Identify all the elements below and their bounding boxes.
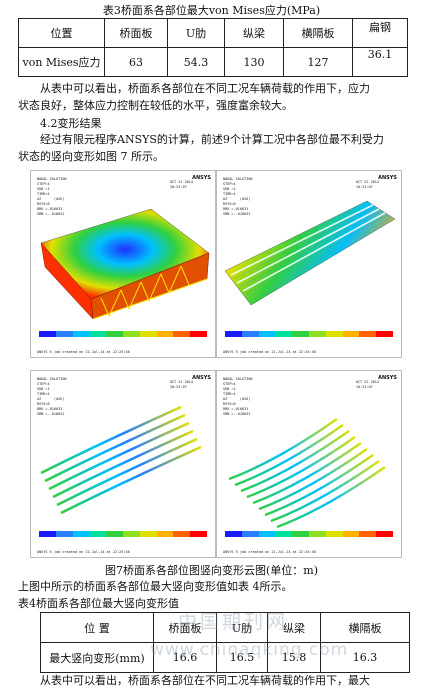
table3-value-stringer: 130 xyxy=(224,47,284,77)
figure-4-brand: ANSYS xyxy=(378,375,397,381)
table3-header-diaphragm: 横隔板 xyxy=(283,18,353,48)
figure-4-date: OCT 22 2014 10:23:07 xyxy=(355,380,379,389)
table4-value-stringer: 15.8 xyxy=(267,642,321,673)
table3-value-u-rib: 54.3 xyxy=(167,47,225,77)
figure-3-brand: ANSYS xyxy=(192,375,211,381)
figure-1-meta: NODAL SOLUTION STEP=4 SUB =1 TIME=4 UZ (… xyxy=(37,177,67,216)
table4-row-label: 最大竖向变形(mm) xyxy=(40,642,154,673)
figure-2-footer: ANSYS 5 job created on 21-Jul-14 at 22:2… xyxy=(223,350,316,354)
table4-value-diaphragm: 16.3 xyxy=(320,642,410,673)
figure-deck-deformation: NODAL SOLUTION STEP=4 SUB =1 TIME=4 UZ (… xyxy=(30,170,216,358)
figure-2-date: OCT 22 2014 10:23:07 xyxy=(355,180,379,189)
figure-1-footer: ANSYS 5 job created on 21-Jul-14 at 22:2… xyxy=(37,350,130,354)
paragraph-1-line-1: 从表中可以看出，桥面系各部位在不同工况车辆荷载的作用下，应力 xyxy=(40,82,370,95)
figure-caption: 图7桥面系各部位图竖向变形云图(单位：m) xyxy=(104,564,318,577)
figure-3-meta: NODAL SOLUTION STEP=4 SUB =1 TIME=4 UZ (… xyxy=(37,377,67,416)
figure-4-footer: ANSYS 5 job created on 21-Jul-14 at 22:2… xyxy=(223,550,316,554)
figure-diaphragm-deformation: NODAL SOLUTION STEP=4 SUB =1 TIME=4 UZ (… xyxy=(216,370,402,558)
figure-1-plot xyxy=(40,208,210,320)
table4-caption: 表4桥面系各部位最大竖向变形值 xyxy=(18,597,179,610)
paragraph-2-line-1: 经过有限元程序ANSYS的计算，前述9个计算工况中各部位最不利受力 xyxy=(40,133,384,146)
figure-3-date: OCT 22 2014 10:23:07 xyxy=(169,380,193,389)
table3-value-deck: 63 xyxy=(104,47,168,77)
table4-header-stringer: 纵梁 xyxy=(267,612,321,643)
section-heading: 4.2变形结果 xyxy=(40,117,102,130)
table3-header-flat-steel: 扁钢 xyxy=(352,18,408,48)
figure-3-footer: ANSYS 5 job created on 21-Jul-14 at 22:2… xyxy=(37,550,130,554)
figure-4-plot xyxy=(228,418,386,529)
figure-1-legend xyxy=(39,331,207,337)
table3-header-deck: 桥面板 xyxy=(104,18,168,48)
table3-value-diaphragm: 127 xyxy=(283,47,353,77)
table4-header-position: 位 置 xyxy=(40,612,154,643)
figure-4-meta: NODAL SOLUTION STEP=4 SUB =1 TIME=4 UZ (… xyxy=(223,377,253,416)
table4-value-u-rib: 16.5 xyxy=(216,642,268,673)
paragraph-2-line-2: 状态的竖向变形如图 7 所示。 xyxy=(18,150,164,163)
table3-caption: 表3桥面系各部位最大von Mises应力(MPa) xyxy=(102,4,321,17)
figure-2-plot xyxy=(224,200,396,306)
figure-2-brand: ANSYS xyxy=(378,175,397,181)
cutoff-paragraph: 从表中可以看出，桥面系各部位在不同工况车辆荷载的作用下，最大 xyxy=(40,674,370,687)
figure-3-legend xyxy=(39,531,207,537)
table3-value-flat-steel: 36.1 xyxy=(352,47,408,77)
table4-header-deck: 桥面板 xyxy=(153,612,217,643)
table4-header-diaphragm: 横隔板 xyxy=(320,612,410,643)
table3-header-stringer: 纵梁 xyxy=(224,18,284,48)
figure-3-plot xyxy=(40,405,202,515)
table3-row-label: von Mises应力 xyxy=(18,47,105,77)
figure-4-legend xyxy=(225,531,393,537)
figure-u-rib-deformation: NODAL SOLUTION STEP=4 SUB =1 TIME=4 UZ (… xyxy=(216,170,402,358)
paragraph-1: 从表中可以看出，桥面系各部位在不同工况车辆荷载的作用下，应力 状态良好，整体应力… xyxy=(18,80,413,114)
table3-header-position: 位置 xyxy=(18,18,105,48)
figure-1-date: OCT 22 2014 10:23:07 xyxy=(169,180,193,189)
figure-stringer-deformation: NODAL SOLUTION STEP=4 SUB =1 TIME=4 UZ (… xyxy=(30,370,216,558)
table3-header-u-rib: U肋 xyxy=(167,18,225,48)
figure-2-legend xyxy=(225,331,393,337)
watermark-url: www.chinaqking.com xyxy=(150,640,349,660)
figure-1-brand: ANSYS xyxy=(192,175,211,181)
table3: 位置 桥面板 U肋 纵梁 横隔板 扁钢 von Mises应力 63 54.3 … xyxy=(18,18,408,77)
paragraph-3: 上图中所示的桥面系各部位最大竖向变形值如表 4所示。 xyxy=(18,580,293,593)
paragraph-1-line-2: 状态良好，整体应力控制在较低的水平，强度富余较大。 xyxy=(18,99,293,112)
table4: 位 置 桥面板 U肋 纵梁 横隔板 最大竖向变形(mm) 16.6 16.5 1… xyxy=(40,612,410,673)
figure-2-meta: NODAL SOLUTION STEP=4 SUB =1 TIME=4 UZ (… xyxy=(223,177,253,216)
paragraph-2: 经过有限元程序ANSYS的计算，前述9个计算工况中各部位最不利受力 状态的竖向变… xyxy=(18,131,413,165)
watermark-title: 中国期刊网 xyxy=(178,611,289,633)
